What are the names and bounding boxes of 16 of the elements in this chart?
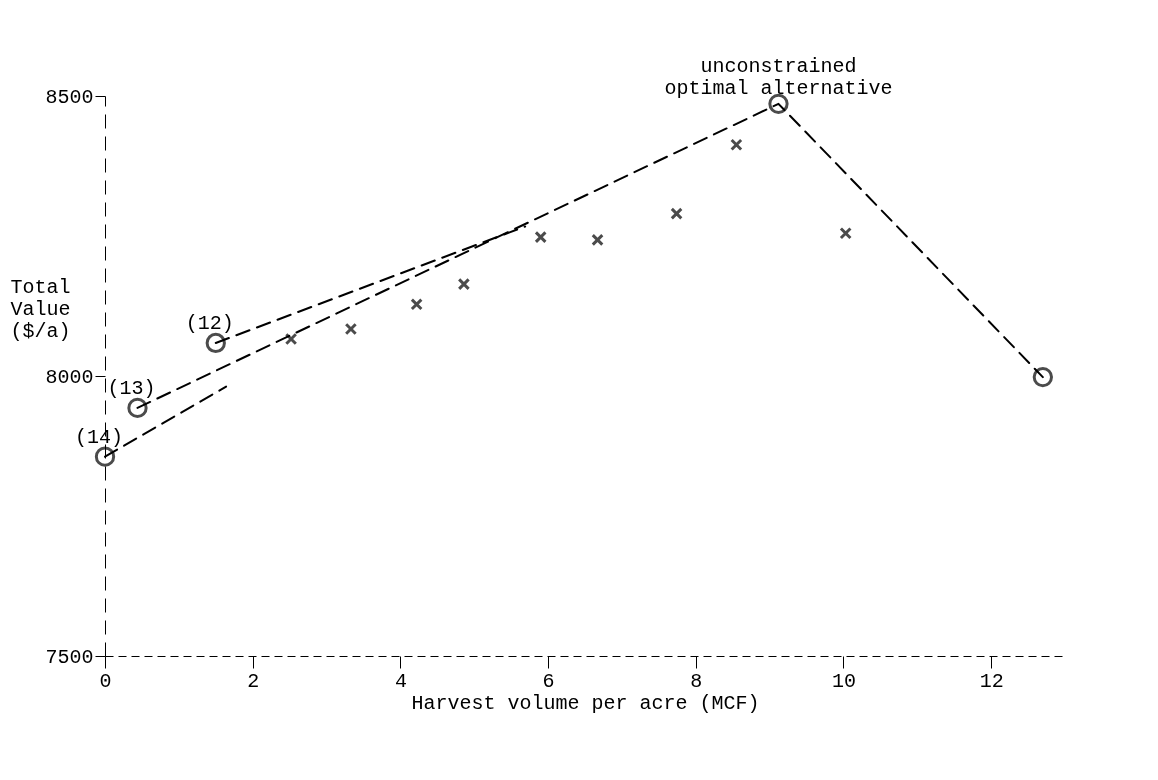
annotation: unconstrained optimal alternative	[664, 54, 893, 100]
annotation: (14)	[74, 425, 124, 449]
x-tick-label: 0	[99, 669, 112, 693]
x-tick-label: 2	[247, 669, 260, 693]
x-tick-label: 6	[542, 669, 555, 693]
x-tick-label: 10	[831, 669, 856, 693]
y-axis-title: Total Value ($/a)	[10, 275, 71, 343]
y-tick-label: 8000	[45, 365, 94, 389]
x-axis-title: Harvest volume per acre (MCF)	[411, 691, 760, 715]
x-tick-label: 4	[394, 669, 407, 693]
annotation: (13)	[107, 376, 156, 400]
y-tick-label: 8500	[45, 85, 94, 109]
x-tick-label: 12	[979, 669, 1004, 693]
x-tick-label: 8	[690, 669, 703, 693]
y-tick-label: 7500	[45, 645, 94, 669]
annotation: (12)	[185, 311, 234, 335]
